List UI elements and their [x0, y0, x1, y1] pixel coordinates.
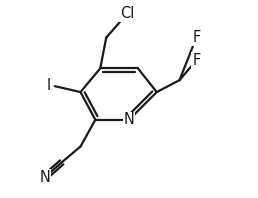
Text: I: I — [47, 78, 51, 93]
Text: F: F — [192, 30, 200, 45]
Text: N: N — [124, 112, 134, 127]
Text: N: N — [39, 170, 50, 185]
Text: Cl: Cl — [120, 6, 134, 21]
Text: F: F — [192, 53, 200, 68]
